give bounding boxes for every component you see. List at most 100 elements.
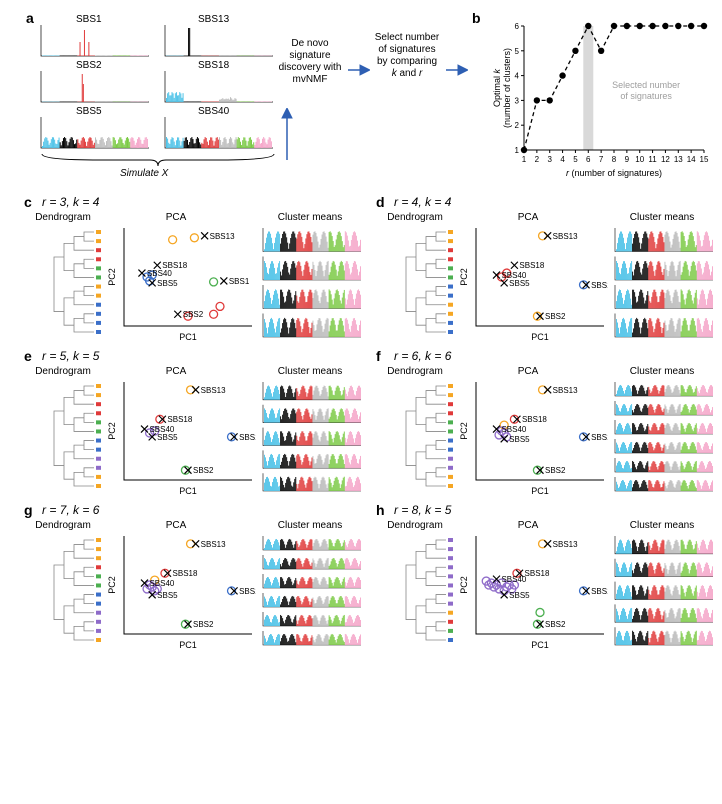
svg-text:12: 12 xyxy=(661,155,670,164)
panel-c-label: c xyxy=(24,194,32,210)
cluster-means-chart xyxy=(614,226,714,340)
pca-title: PCA xyxy=(146,520,206,531)
cluster-means-chart xyxy=(262,534,362,648)
dendrogram-title: Dendrogram xyxy=(376,366,454,377)
svg-text:SBS1: SBS1 xyxy=(591,433,608,442)
cluster-means-chart xyxy=(262,226,362,340)
panel-b-label: b xyxy=(472,10,481,26)
svg-text:PC1: PC1 xyxy=(531,332,549,342)
svg-text:10: 10 xyxy=(635,155,644,164)
sbs2-chart xyxy=(40,70,150,104)
panel-a-region: SBS1 SBS13 SBS2 SBS18 SBS5 SBS40 xyxy=(40,14,300,164)
pca-title: PCA xyxy=(498,520,558,531)
sbs1-title: SBS1 xyxy=(76,14,102,25)
dendrogram-chart xyxy=(24,534,102,646)
cluster-title: Cluster means xyxy=(612,366,712,377)
svg-text:SBS13: SBS13 xyxy=(553,540,578,549)
svg-text:15: 15 xyxy=(700,155,709,164)
panel-g-region: gr = 7, k = 6DendrogramPCACluster meansS… xyxy=(24,502,364,650)
svg-text:1: 1 xyxy=(522,155,527,164)
svg-text:PC2: PC2 xyxy=(459,576,469,594)
svg-text:SBS13: SBS13 xyxy=(553,232,578,241)
svg-text:6: 6 xyxy=(586,155,591,164)
svg-text:PC1: PC1 xyxy=(179,640,197,650)
svg-text:SBS1: SBS1 xyxy=(591,587,608,596)
cluster-means-chart xyxy=(614,534,714,648)
svg-text:SBS5: SBS5 xyxy=(157,591,178,600)
svg-text:SBS2: SBS2 xyxy=(193,620,214,629)
svg-text:SBS2: SBS2 xyxy=(193,466,214,475)
dendrogram-title: Dendrogram xyxy=(376,520,454,531)
svg-text:PC2: PC2 xyxy=(107,422,117,440)
svg-text:PC2: PC2 xyxy=(107,576,117,594)
svg-text:SBS18: SBS18 xyxy=(173,569,198,578)
panel-f-label: f xyxy=(376,348,381,364)
panel-d-subtitle: r = 4, k = 4 xyxy=(394,195,451,209)
dendrogram-chart xyxy=(24,380,102,492)
svg-text:SBS13: SBS13 xyxy=(553,386,578,395)
svg-text:SBS5: SBS5 xyxy=(509,279,530,288)
svg-text:SBS18: SBS18 xyxy=(525,569,550,578)
cluster-title: Cluster means xyxy=(260,520,360,531)
panel-f-subtitle: r = 6, k = 6 xyxy=(394,349,451,363)
svg-text:SBS13: SBS13 xyxy=(201,540,226,549)
cluster-title: Cluster means xyxy=(260,366,360,377)
pca-chart: SBS13SBS18SBS40SBS5SBS1SBS2PC1PC2 xyxy=(458,378,608,496)
arrow-right-1-icon xyxy=(348,64,370,76)
svg-text:SBS1: SBS1 xyxy=(229,277,250,286)
svg-text:SBS18: SBS18 xyxy=(522,415,547,424)
panel-h-label: h xyxy=(376,502,385,518)
svg-text:11: 11 xyxy=(648,155,657,164)
svg-text:SBS2: SBS2 xyxy=(545,466,566,475)
svg-text:2: 2 xyxy=(515,121,520,130)
svg-text:SBS40: SBS40 xyxy=(501,425,526,434)
pca-title: PCA xyxy=(146,212,206,223)
panel-e-region: er = 5, k = 5DendrogramPCACluster meansS… xyxy=(24,348,364,496)
pca-chart: SBS13SBS18SBS40SBS5SBS1SBS2PC1PC2 xyxy=(106,378,256,496)
cluster-title: Cluster means xyxy=(612,520,712,531)
dendrogram-chart xyxy=(376,534,454,646)
arrow-up-icon xyxy=(278,108,296,162)
svg-text:8: 8 xyxy=(612,155,617,164)
dendrogram-title: Dendrogram xyxy=(24,212,102,223)
svg-text:SBS40: SBS40 xyxy=(149,579,174,588)
panel-h-region: hr = 8, k = 5DendrogramPCACluster meansS… xyxy=(376,502,716,650)
panel-c-subtitle: r = 3, k = 4 xyxy=(42,195,99,209)
dendrogram-title: Dendrogram xyxy=(24,520,102,531)
svg-text:PC1: PC1 xyxy=(179,332,197,342)
sbs5-chart xyxy=(40,116,150,150)
svg-text:SBS1: SBS1 xyxy=(591,281,608,290)
panel-e-subtitle: r = 5, k = 5 xyxy=(42,349,99,363)
pca-chart: SBS13 SBS18SBS40 SBS5 SBS1 SBS2 PC1 PC2 xyxy=(106,532,256,650)
svg-text:4: 4 xyxy=(515,72,520,81)
sbs18-title: SBS18 xyxy=(198,60,229,71)
dendrogram-chart xyxy=(376,380,454,492)
svg-text:SBS40: SBS40 xyxy=(501,575,526,584)
dendrogram-title: Dendrogram xyxy=(376,212,454,223)
sbs13-chart xyxy=(164,24,274,58)
sbs40-chart xyxy=(164,116,274,150)
panel-f-region: fr = 6, k = 6DendrogramPCACluster meansS… xyxy=(376,348,716,496)
panel-g-subtitle: r = 7, k = 6 xyxy=(42,503,99,517)
svg-text:SBS40: SBS40 xyxy=(147,269,172,278)
brace-icon xyxy=(40,152,276,168)
sbs13-title: SBS13 xyxy=(198,14,229,25)
svg-text:SBS2: SBS2 xyxy=(545,620,566,629)
pca-chart: SBS13SBS18SBS40SBS5SBS1SBS2PC1PC2 xyxy=(458,224,608,342)
svg-text:SBS5: SBS5 xyxy=(509,591,530,600)
svg-text:PC2: PC2 xyxy=(107,268,117,286)
pca-title: PCA xyxy=(146,366,206,377)
svg-text:SBS1: SBS1 xyxy=(239,587,256,596)
svg-text:2: 2 xyxy=(535,155,540,164)
svg-text:9: 9 xyxy=(625,155,630,164)
svg-text:SBS13: SBS13 xyxy=(201,386,226,395)
svg-text:SBS5: SBS5 xyxy=(509,435,530,444)
svg-text:SBS2: SBS2 xyxy=(183,310,204,319)
pca-chart: SBS13SBS18SBS40SBS5SBS1SBS2PC1PC2 xyxy=(106,224,256,342)
cluster-means-chart xyxy=(262,380,362,494)
panel-d-region: dr = 4, k = 4DendrogramPCACluster meansS… xyxy=(376,194,716,342)
panel-a-label: a xyxy=(26,10,34,26)
svg-text:Optimal k(number of clusters): Optimal k(number of clusters) xyxy=(492,48,512,128)
pca-title: PCA xyxy=(498,212,558,223)
cluster-title: Cluster means xyxy=(260,212,360,223)
